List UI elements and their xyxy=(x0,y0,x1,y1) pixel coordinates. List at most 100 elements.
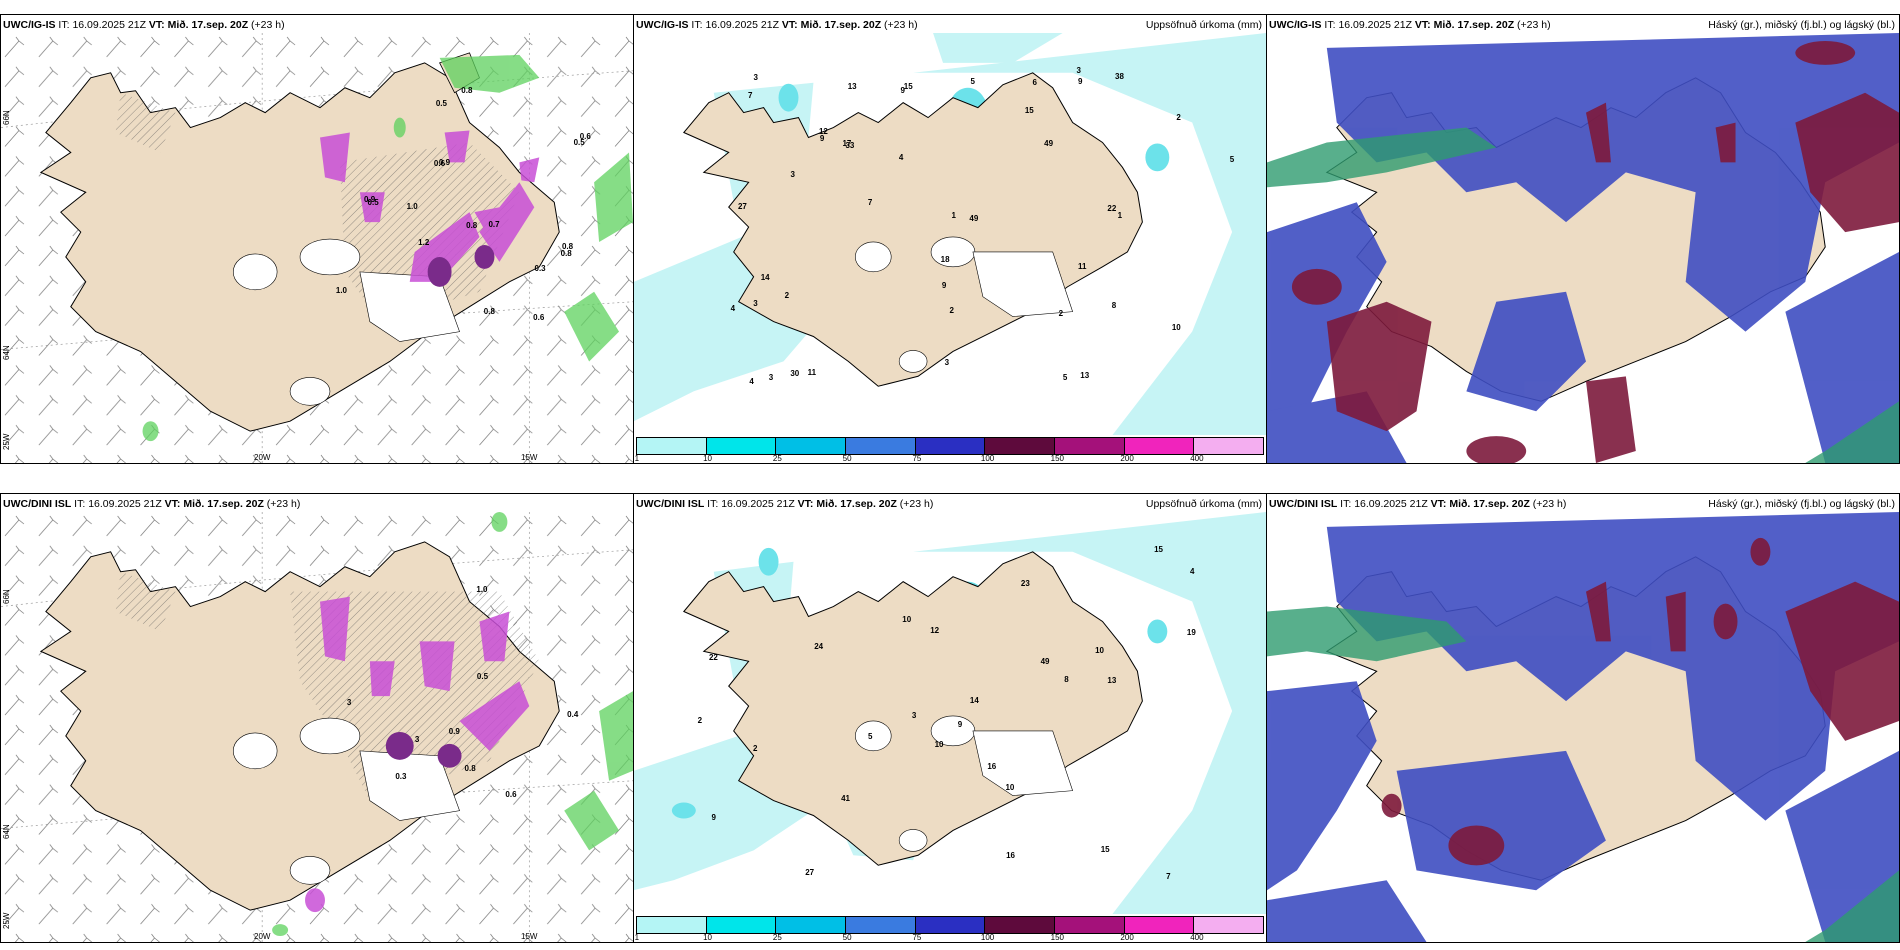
map-value-label: 6 xyxy=(1032,77,1037,87)
colorbar-cell xyxy=(776,917,847,933)
colorbar-tick: 1 xyxy=(634,933,640,942)
panel-bottom-clouds: UWC/DINI ISL IT: 16.09.2025 21Z VT: Mið.… xyxy=(1266,493,1900,943)
map-value-label: 22 xyxy=(708,652,718,662)
map-value-label: 9 xyxy=(1078,76,1083,86)
map-value-label: 1 xyxy=(1117,211,1123,221)
init-time: 16.09.2025 21Z xyxy=(88,498,162,510)
map-value-label: 33 xyxy=(845,140,855,150)
colorbar: 1 10 25 50 75 100 150 200 400 xyxy=(634,435,1266,463)
map-value-label: 4 xyxy=(1190,567,1195,577)
lead-time: (+23 h) xyxy=(884,19,918,31)
lead-time: (+23 h) xyxy=(1532,498,1567,510)
panel-title: Háský (gr.), miðský (fj.bl.) og lágský (… xyxy=(1708,498,1895,510)
model-name: UWC/IG-IS xyxy=(1269,19,1322,31)
map-value-label: 49 xyxy=(1044,139,1054,149)
map-value-label: 0.5 xyxy=(573,137,585,147)
vt-label: VT: xyxy=(797,498,814,510)
map-value-label: 11 xyxy=(807,368,817,378)
lon-label-right: 15W xyxy=(521,932,538,941)
map-value-label: 5 xyxy=(867,732,873,742)
panel-top-wind: UWC/IG-IS IT: 16.09.2025 21Z VT: Mið. 17… xyxy=(0,14,634,464)
lat-label-corner: 25W xyxy=(2,433,11,450)
map-value-label: 49 xyxy=(1040,656,1050,666)
map-value-label: 30 xyxy=(790,369,800,379)
cloud-high xyxy=(1267,606,1899,942)
lat-label-bottom: 64N xyxy=(2,824,11,839)
colorbar-cell xyxy=(985,917,1056,933)
it-label: IT: xyxy=(707,498,719,510)
map-value-label: 0.9 xyxy=(448,726,460,736)
map-value-label: 0.8 xyxy=(561,242,574,252)
map-value-label: 10 xyxy=(902,614,912,624)
init-time: 16.09.2025 21Z xyxy=(72,19,146,31)
colorbar-tick: 400 xyxy=(1190,933,1204,942)
map-value-label: 7 xyxy=(748,91,753,101)
map-wind-precip-type[interactable] xyxy=(1,33,633,463)
colorbar-cell xyxy=(637,438,707,454)
colorbar-cell xyxy=(915,438,986,454)
colorbar-cell xyxy=(915,917,986,933)
map-canvas xyxy=(634,33,1266,435)
map-value-label: 18 xyxy=(940,254,950,264)
map-value-label: 0.8 xyxy=(560,248,572,258)
panel-title: Háský (gr.), miðský (fj.bl.) og lágský (… xyxy=(1708,19,1895,31)
colorbar-tick: 50 xyxy=(842,454,852,463)
glaciers xyxy=(855,715,1074,852)
vt-label: VT: xyxy=(164,498,181,510)
map-value-label: 3 xyxy=(346,697,352,707)
map-value-label: 0.5 xyxy=(367,198,379,208)
colorbar-cell xyxy=(1124,917,1195,933)
map-value-label: 3 xyxy=(753,73,758,83)
model-name: UWC/DINI ISL xyxy=(1269,498,1338,510)
map-value-label: 15 xyxy=(1100,844,1110,854)
colorbar-cell xyxy=(1194,917,1264,933)
map-value-label: 2 xyxy=(697,716,703,726)
snow-hatching xyxy=(115,571,540,801)
map-value-label: 0.3 xyxy=(534,263,546,273)
map-value-label: 4 xyxy=(730,304,736,314)
map-value-label: 14 xyxy=(969,695,979,705)
map-value-label: 13 xyxy=(1107,675,1117,685)
model-name: UWC/IG-IS xyxy=(636,19,689,31)
init-time: 16.09.2025 21Z xyxy=(1338,19,1412,31)
map-value-label: 15 xyxy=(1024,105,1034,115)
lat-label-corner: 25W xyxy=(2,912,11,929)
map-value-label: 3 xyxy=(414,734,420,744)
colorbar-cell xyxy=(1124,438,1195,454)
snow-precip xyxy=(305,596,530,913)
colorbar-tick: 400 xyxy=(1190,454,1204,463)
rain-areas xyxy=(272,512,633,937)
map-wind-precip-type[interactable] xyxy=(1,512,633,942)
model-name: UWC/DINI ISL xyxy=(3,498,72,510)
snow-precip xyxy=(319,130,540,282)
map-cloud-cover[interactable] xyxy=(1267,33,1899,463)
map-accumulated-precip[interactable] xyxy=(634,512,1266,914)
colorbar-tick: 200 xyxy=(1120,933,1134,942)
panel-bottom-wind: UWC/DINI ISL IT: 16.09.2025 21Z VT: Mið.… xyxy=(0,493,634,943)
map-cloud-cover[interactable] xyxy=(1267,512,1899,942)
lead-time: (+23 h) xyxy=(266,498,301,510)
map-value-label: 8 xyxy=(1111,301,1117,311)
it-label: IT: xyxy=(1324,19,1336,31)
cloud-high xyxy=(1267,127,1899,463)
cloud-mid xyxy=(1267,33,1899,463)
map-value-label: 15 xyxy=(903,81,913,91)
map-value-label: 1.0 xyxy=(406,201,418,211)
colorbar-ticks: 1 10 25 50 75 100 150 200 400 xyxy=(635,454,1264,463)
map-value-label: 2 xyxy=(753,744,758,754)
map-value-label: 0.8 xyxy=(461,85,473,95)
panel-header: UWC/DINI ISL IT: 16.09.2025 21Z VT: Mið.… xyxy=(1269,497,1895,511)
colorbar-cell xyxy=(706,438,777,454)
colorbar-cells xyxy=(636,437,1264,455)
lead-time: (+23 h) xyxy=(899,498,934,510)
map-value-label: 16 xyxy=(987,762,997,772)
valid-time: Mið. 17.sep. 20Z xyxy=(800,19,882,31)
panel-title: Uppsöfnuð úrkoma (mm) xyxy=(1145,19,1262,31)
map-accumulated-precip[interactable] xyxy=(634,33,1266,435)
colorbar-cell xyxy=(1194,438,1264,454)
it-label: IT: xyxy=(1340,498,1352,510)
map-value-label: 0.6 xyxy=(505,790,517,800)
colorbar-cells xyxy=(636,916,1264,934)
map-value-label: 13 xyxy=(847,81,857,91)
map-value-label: 12 xyxy=(818,127,828,137)
